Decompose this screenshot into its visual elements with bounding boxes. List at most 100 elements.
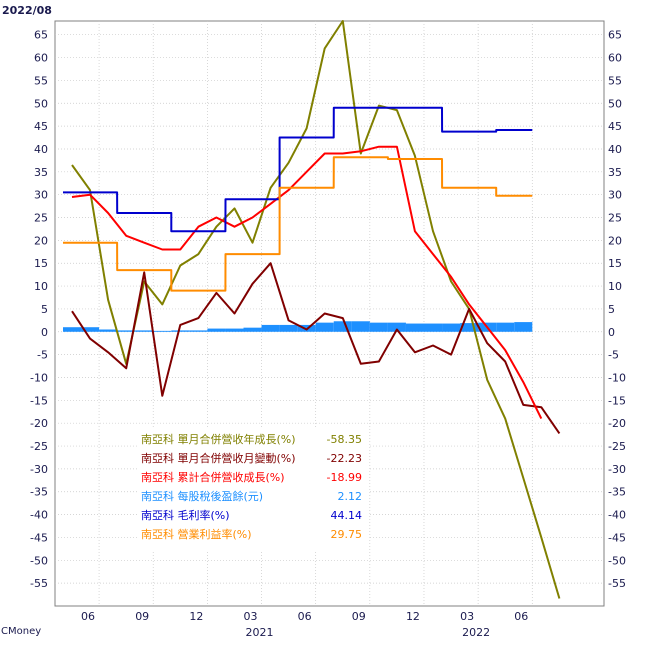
y-tick-label-left: -35: [30, 486, 48, 499]
x-tick-label: 06: [81, 610, 95, 623]
eps-bar: [315, 322, 334, 332]
eps-bar: [442, 323, 461, 332]
y-tick-label-right: 10: [608, 280, 622, 293]
eps-bar: [117, 330, 136, 332]
legend-value-gross: 44.14: [331, 509, 363, 522]
x-year-label: 2022: [462, 626, 490, 639]
x-tick-label: 09: [135, 610, 149, 623]
y-tick-label-left: -30: [30, 463, 48, 476]
legend-label-cumulative: 南亞科 累計合併營收成長(%): [141, 470, 285, 484]
y-tick-label-right: -10: [608, 371, 626, 384]
y-tick-label-right: 65: [608, 29, 622, 42]
eps-bar: [225, 328, 244, 332]
watermark-text: CMoney: [1, 626, 41, 637]
y-tick-label-right: -15: [608, 394, 626, 407]
y-tick-label-left: -5: [37, 349, 48, 362]
y-tick-label-right: 25: [608, 212, 622, 225]
y-tick-label-right: 35: [608, 166, 622, 179]
y-tick-label-right: 15: [608, 257, 622, 270]
legend-value-mom: -22.23: [327, 452, 362, 465]
series-lines: [63, 20, 561, 599]
y-tick-label-right: 5: [608, 303, 615, 316]
y-tick-label-right: 60: [608, 52, 622, 65]
eps-bar: [261, 324, 280, 332]
date-label: 2022/08: [2, 4, 52, 17]
eps-bar: [496, 322, 515, 332]
y-tick-label-right: -55: [608, 577, 626, 590]
x-tick-label: 12: [189, 610, 203, 623]
y-tick-label-left: -20: [30, 417, 48, 430]
y-tick-label-right: -25: [608, 440, 626, 453]
eps-bar: [405, 323, 424, 332]
y-tick-label-left: 60: [34, 52, 48, 65]
y-tick-label-right: -20: [608, 417, 626, 430]
y-tick-label-left: 55: [34, 74, 48, 87]
y-tick-label-left: 50: [34, 97, 48, 110]
y-tick-label-left: 20: [34, 234, 48, 247]
eps-bar: [63, 327, 82, 332]
y-tick-label-right: -50: [608, 554, 626, 567]
x-tick-label: 09: [352, 610, 366, 623]
y-tick-label-left: 0: [41, 326, 48, 339]
eps-bar: [135, 330, 154, 332]
y-tick-label-left: 35: [34, 166, 48, 179]
x-tick-label: 06: [298, 610, 312, 623]
y-tick-label-right: 0: [608, 326, 615, 339]
legend-label-mom: 南亞科 單月合併營收月變動(%): [141, 451, 296, 465]
y-tick-label-right: 40: [608, 143, 622, 156]
y-tick-label-left: 25: [34, 212, 48, 225]
eps-bar: [279, 324, 298, 332]
y-tick-label-right: 45: [608, 120, 622, 133]
x-year-label: 2021: [246, 626, 274, 639]
y-tick-label-right: -30: [608, 463, 626, 476]
x-tick-label: 06: [514, 610, 528, 623]
legend-label-gross: 南亞科 毛利率(%): [141, 508, 230, 522]
y-tick-label-left: 65: [34, 29, 48, 42]
series-line-cumulative: [71, 145, 543, 420]
y-tick-label-left: 30: [34, 189, 48, 202]
y-tick-label-left: -50: [30, 554, 48, 567]
series-line-mom: [71, 262, 561, 434]
y-tick-label-left: 40: [34, 143, 48, 156]
y-tick-label-right: -40: [608, 509, 626, 522]
y-tick-label-right: 30: [608, 189, 622, 202]
y-tick-label-right: 50: [608, 97, 622, 110]
eps-bar: [333, 321, 352, 332]
legend-label-operating: 南亞科 營業利益率(%): [141, 527, 252, 541]
eps-bar: [351, 321, 370, 332]
y-tick-label-left: 15: [34, 257, 48, 270]
legend-value-operating: 29.75: [331, 528, 363, 541]
y-tick-label-left: 5: [41, 303, 48, 316]
y-tick-label-left: -45: [30, 531, 48, 544]
eps-bar: [81, 327, 100, 332]
x-tick-label: 12: [406, 610, 420, 623]
eps-bar: [99, 329, 118, 332]
x-tick-label: 03: [244, 610, 258, 623]
y-tick-label-right: -5: [608, 349, 619, 362]
series-line-yoy: [71, 20, 561, 599]
y-tick-label-left: -10: [30, 371, 48, 384]
y-tick-label-right: -35: [608, 486, 626, 499]
legend-value-eps: 2.12: [338, 490, 363, 503]
legend-background: [137, 428, 369, 550]
series-line-gross: [63, 106, 533, 233]
x-tick-label: 03: [460, 610, 474, 623]
eps-bar: [369, 322, 388, 332]
eps-bar: [243, 327, 262, 332]
eps-bar: [207, 328, 226, 332]
eps-bar: [424, 323, 443, 332]
legend: 南亞科 單月合併營收年成長(%) -58.35 南亞科 單月合併營收月變動(%) -2…: [137, 428, 369, 550]
y-tick-label-right: -45: [608, 531, 626, 544]
legend-value-yoy: -58.35: [327, 433, 362, 446]
y-tick-label-left: 10: [34, 280, 48, 293]
eps-bar: [153, 330, 172, 332]
eps-bar: [171, 330, 190, 332]
series-line-operating: [63, 156, 533, 292]
eps-bar: [387, 322, 406, 332]
legend-label-yoy: 南亞科 單月合併營收年成長(%): [141, 432, 296, 446]
y-tick-label-right: 20: [608, 234, 622, 247]
y-tick-label-left: -25: [30, 440, 48, 453]
y-tick-label-left: 45: [34, 120, 48, 133]
